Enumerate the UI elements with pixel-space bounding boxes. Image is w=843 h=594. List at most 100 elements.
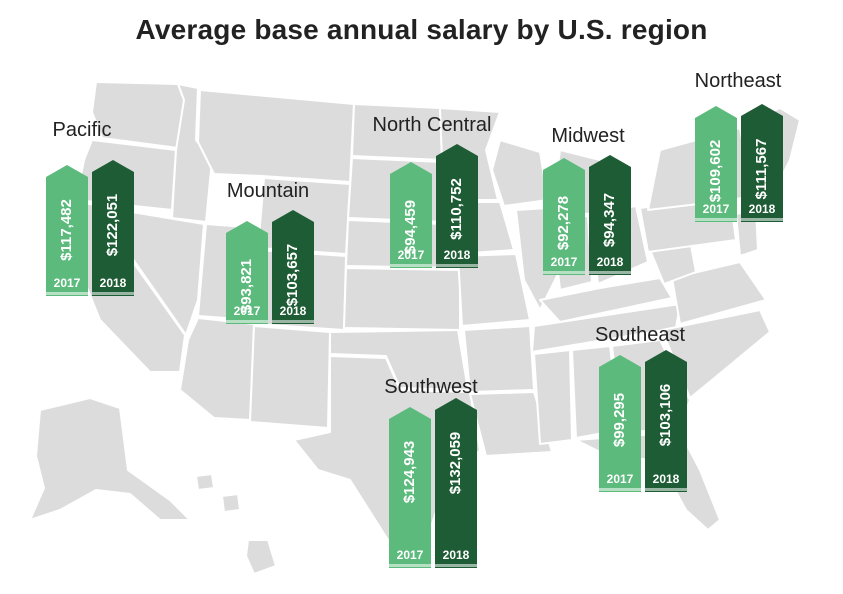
bar-southwest-2017: 2017 $124,943 <box>389 407 431 568</box>
map-state-hawaii-1 <box>195 473 215 491</box>
map-state-alaska <box>29 397 191 521</box>
map-state-hawaii-2 <box>221 493 241 513</box>
region-label-pacific: Pacific <box>52 119 112 141</box>
map-state-arizona <box>179 317 255 421</box>
bar-value-label: $93,821 <box>238 258 255 314</box>
bar-base-line <box>272 320 314 323</box>
bar-arrow-shape <box>46 165 88 296</box>
bar-arrow-shape <box>741 104 783 222</box>
bar-year-label: 2017 <box>53 276 81 290</box>
bar-shape <box>543 158 585 275</box>
map-state-idaho <box>171 83 213 223</box>
bar-base-line <box>645 488 687 491</box>
bar-base-line <box>599 488 641 491</box>
region-label-southwest: Southwest <box>384 376 478 398</box>
bar-year-label: 2018 <box>596 255 624 269</box>
region-label-southeast: Southeast <box>594 324 686 346</box>
bar-shape <box>589 155 631 275</box>
bar-northeast-2018: 2018 $111,567 <box>741 104 783 222</box>
bar-midwest-2017: 2017 $92,278 <box>543 158 585 275</box>
bar-value-label: $94,459 <box>402 199 419 255</box>
bar-arrow-shape <box>272 210 314 324</box>
bar-value-label: $103,657 <box>284 243 301 307</box>
bar-arrow-shape <box>543 158 585 275</box>
bar-base-line <box>589 271 631 274</box>
bar-mountain-2018: 2018 $103,657 <box>272 210 314 324</box>
bar-mountain-2017: 2017 $93,821 <box>226 221 268 324</box>
map-state-missouri <box>457 253 531 327</box>
bar-pacific-2018: 2018 $122,051 <box>92 160 134 296</box>
bar-value-label: $110,752 <box>448 178 465 240</box>
bar-southeast-2018: 2018 $103,106 <box>645 350 687 492</box>
bar-shape <box>599 355 641 492</box>
bar-southwest-2018: 2018 $132,059 <box>435 398 477 568</box>
bar-value-label: $132,059 <box>447 431 464 495</box>
bar-shape <box>272 210 314 324</box>
bar-arrow-shape <box>589 155 631 275</box>
bar-arrow-shape <box>389 407 431 568</box>
bar-shape <box>695 106 737 222</box>
bar-value-label: $103,106 <box>657 383 674 447</box>
bar-year-label: 2017 <box>397 248 425 262</box>
bar-arrow-shape <box>645 350 687 492</box>
region-label-mountain: Mountain <box>226 180 310 202</box>
bar-base-line <box>543 271 585 274</box>
bar-arrow-shape <box>435 398 477 568</box>
bar-value-label: $124,943 <box>401 440 418 504</box>
bar-year-label: 2017 <box>606 472 634 486</box>
bar-year-label: 2018 <box>748 202 776 216</box>
bar-base-line <box>92 292 134 295</box>
bar-base-line <box>435 564 477 567</box>
map-state-arkansas <box>463 325 535 393</box>
bar-arrow-shape <box>226 221 268 324</box>
map-state-kansas <box>343 267 461 331</box>
bar-shape <box>645 350 687 492</box>
bar-shape <box>389 407 431 568</box>
map-state-mississippi <box>533 349 573 445</box>
bar-year-label: 2017 <box>702 202 730 216</box>
bar-shape <box>46 165 88 296</box>
bar-value-label: $92,278 <box>555 195 572 251</box>
bar-base-line <box>389 564 431 567</box>
bar-year-label: 2017 <box>550 255 578 269</box>
chart-title: Average base annual salary by U.S. regio… <box>135 14 708 45</box>
map-state-louisiana <box>469 391 553 457</box>
region-label-north-central: North Central <box>372 114 492 136</box>
bar-year-label: 2018 <box>279 304 307 318</box>
bar-pacific-2017: 2017 $117,482 <box>46 165 88 296</box>
bar-shape <box>92 160 134 296</box>
region-label-midwest: Midwest <box>551 125 625 147</box>
map-state-wisconsin <box>491 139 549 207</box>
bar-value-label: $117,482 <box>58 199 75 261</box>
bar-year-label: 2017 <box>233 304 261 318</box>
bar-value-label: $122,051 <box>104 193 121 257</box>
bar-value-label: $99,295 <box>611 392 628 448</box>
bar-shape <box>741 104 783 222</box>
bar-northeast-2017: 2017 $109,602 <box>695 106 737 222</box>
bar-midwest-2018: 2018 $94,347 <box>589 155 631 275</box>
bar-base-line <box>695 218 737 221</box>
bar-base-line <box>436 264 478 267</box>
map-state-montana <box>197 89 355 183</box>
region-label-northeast: Northeast <box>694 70 782 92</box>
bar-value-label: $111,567 <box>753 138 770 200</box>
bar-year-label: 2018 <box>442 548 470 562</box>
bar-year-label: 2018 <box>652 472 680 486</box>
bar-year-label: 2017 <box>396 548 424 562</box>
bar-base-line <box>741 218 783 221</box>
bar-arrow-shape <box>599 355 641 492</box>
bar-shape <box>390 162 432 268</box>
bar-arrow-shape <box>695 106 737 222</box>
bar-arrow-shape <box>92 160 134 296</box>
bar-value-label: $94,347 <box>601 192 618 248</box>
bar-southeast-2017: 2017 $99,295 <box>599 355 641 492</box>
bar-year-label: 2018 <box>99 276 127 290</box>
bar-arrow-shape <box>436 144 478 268</box>
bar-north-central-2018: 2018 $110,752 <box>436 144 478 268</box>
bar-value-label: $109,602 <box>707 139 724 203</box>
map-state-hawaii-3 <box>245 539 277 575</box>
map-state-kentucky <box>539 277 673 323</box>
bar-base-line <box>390 264 432 267</box>
map-state-new-mexico <box>249 325 331 429</box>
bar-north-central-2017: 2017 $94,459 <box>390 162 432 268</box>
